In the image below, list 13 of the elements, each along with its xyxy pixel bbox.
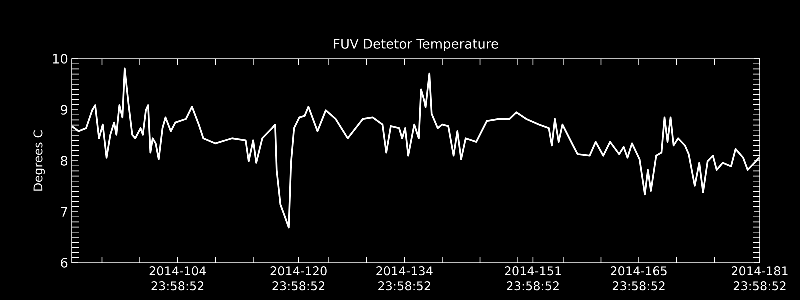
x-tick-label: 2014-134 23:58:52: [376, 266, 433, 291]
x-tick-label: 2014-165 23:58:52: [611, 266, 667, 291]
x-tick-label: 2014-104 23:58:52: [150, 266, 206, 291]
chart-title: FUV Detetor Temperature: [334, 39, 498, 52]
x-tick-label: 2014-181 23:58:52: [732, 266, 788, 291]
y-axis-title: Degrees C: [34, 130, 46, 191]
x-tick-label: 2014-151 23:58:52: [505, 266, 561, 291]
y-tick-label: 8: [61, 156, 68, 166]
y-tick-label: 10: [53, 54, 68, 64]
x-tick-label: 2014-120 23:58:52: [270, 266, 327, 291]
y-tick-label: 7: [61, 207, 68, 217]
y-tick-label: 9: [61, 105, 68, 115]
y-tick-label: 6: [61, 258, 68, 268]
